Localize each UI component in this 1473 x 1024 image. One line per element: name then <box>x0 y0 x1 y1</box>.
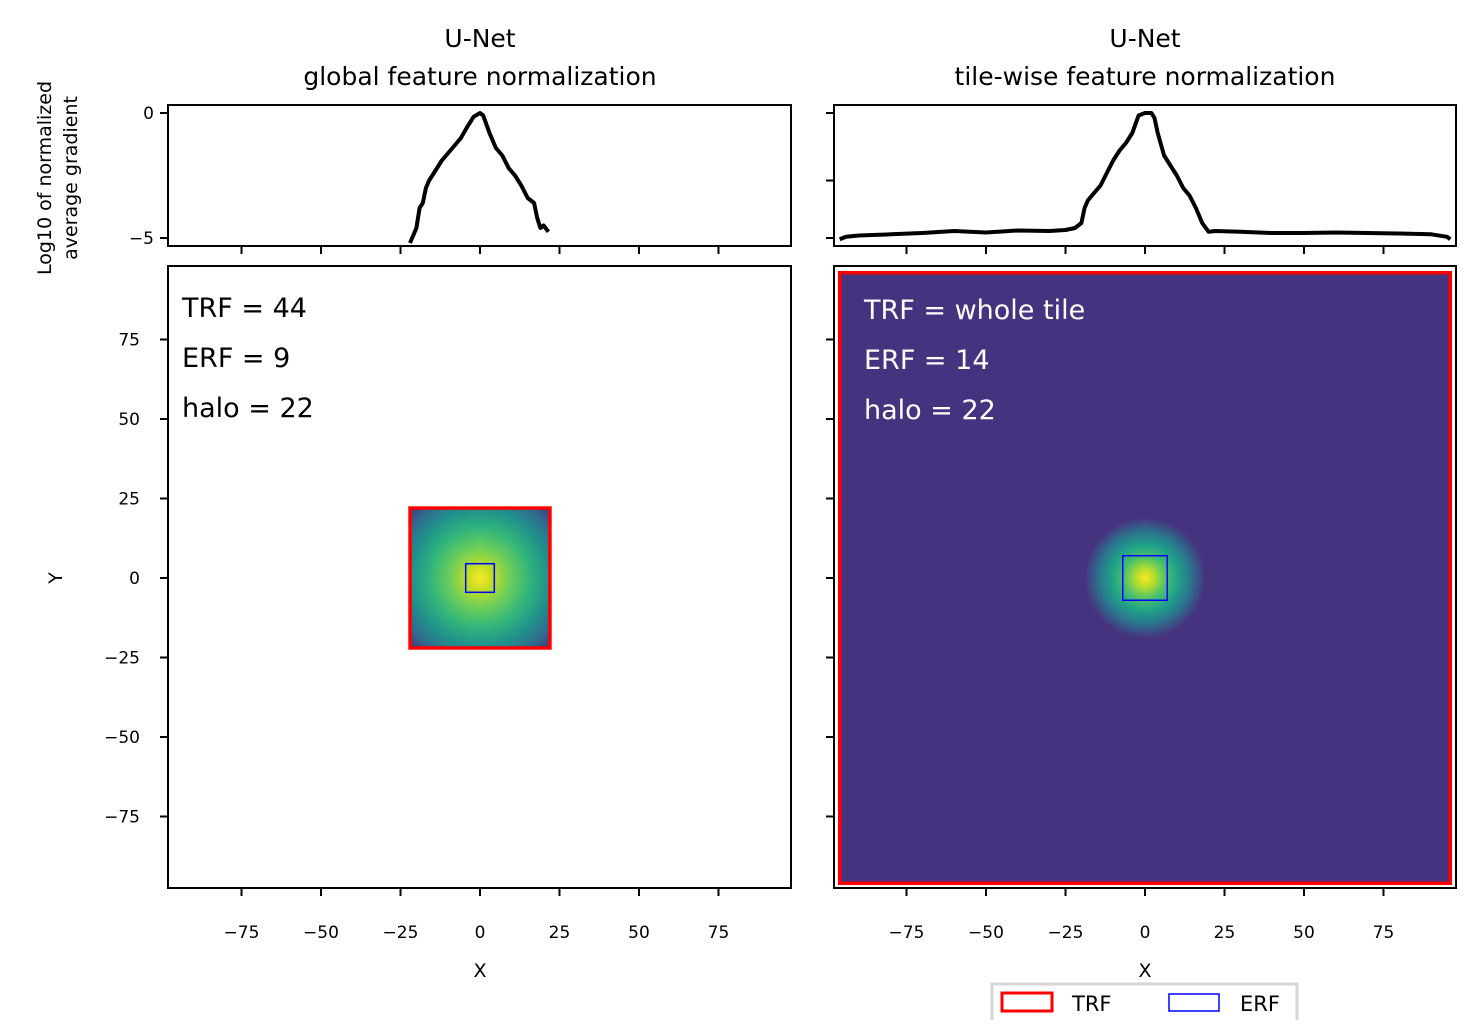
x-tick-label: 25 <box>1214 923 1236 943</box>
x-tick-label: 0 <box>475 923 486 943</box>
profile-axes-frame <box>833 104 1457 247</box>
legend-box <box>990 982 1299 1024</box>
legend-erf-swatch <box>1168 993 1220 1012</box>
x-axis-label: X <box>1138 960 1151 982</box>
legend-trf-swatch <box>1000 991 1054 1013</box>
x-tick-label: 50 <box>1293 923 1315 943</box>
y-tick-label: 75 <box>118 331 140 351</box>
annotation-text: TRF = whole tile <box>863 295 1085 326</box>
x-tick-label: −25 <box>1048 923 1084 943</box>
y-tick-label: −5 <box>129 229 154 249</box>
trf-box <box>408 506 552 650</box>
annotation-text: halo = 22 <box>864 395 996 426</box>
annotation-text: ERF = 9 <box>182 343 290 374</box>
x-tick-label: −75 <box>889 923 925 943</box>
gradient-profile-line <box>838 111 1452 242</box>
y-axis-label: Y <box>45 572 67 585</box>
profile-axes-frame <box>167 104 792 247</box>
annotation-text: TRF = 44 <box>181 293 307 324</box>
y-tick-label: 50 <box>118 410 140 430</box>
chart-title-line1: U-Net <box>1109 24 1180 53</box>
heatmap-center-blob <box>1084 517 1206 639</box>
annotation-text: halo = 22 <box>182 393 314 424</box>
x-tick-label: −75 <box>224 923 260 943</box>
x-tick-label: −50 <box>968 923 1004 943</box>
erf-box <box>464 562 496 594</box>
y-tick-label: −50 <box>104 728 140 748</box>
gradient-profile-line <box>408 111 550 244</box>
y-tick-label: −75 <box>104 808 140 828</box>
x-tick-label: 75 <box>708 923 730 943</box>
chart-title-line1: U-Net <box>444 24 515 53</box>
y-tick-label: 0 <box>143 104 154 124</box>
chart-title-line2: tile-wise feature normalization <box>955 62 1336 91</box>
x-axis-label: X <box>473 960 486 982</box>
x-tick-label: 0 <box>1140 923 1151 943</box>
x-tick-label: 25 <box>549 923 571 943</box>
heatmap-nonzero-region <box>410 508 550 648</box>
trf-box <box>837 270 1453 886</box>
legend-erf-label: ERF <box>1240 992 1280 1016</box>
y-tick-label: 0 <box>129 569 140 589</box>
profile-y-axis-label-line1: Log10 of normalized <box>34 81 56 275</box>
erf-box <box>1121 554 1169 602</box>
legend-trf-label: TRF <box>1071 992 1112 1016</box>
profile-y-axis-label-line2: average gradient <box>60 96 82 260</box>
chart-title-line2: global feature normalization <box>303 62 656 91</box>
annotation-text: ERF = 14 <box>864 345 990 376</box>
x-tick-label: 75 <box>1373 923 1395 943</box>
y-tick-label: 25 <box>118 490 140 510</box>
y-tick-label: −25 <box>104 649 140 669</box>
x-tick-label: 50 <box>628 923 650 943</box>
x-tick-label: −25 <box>383 923 419 943</box>
x-tick-label: −50 <box>303 923 339 943</box>
